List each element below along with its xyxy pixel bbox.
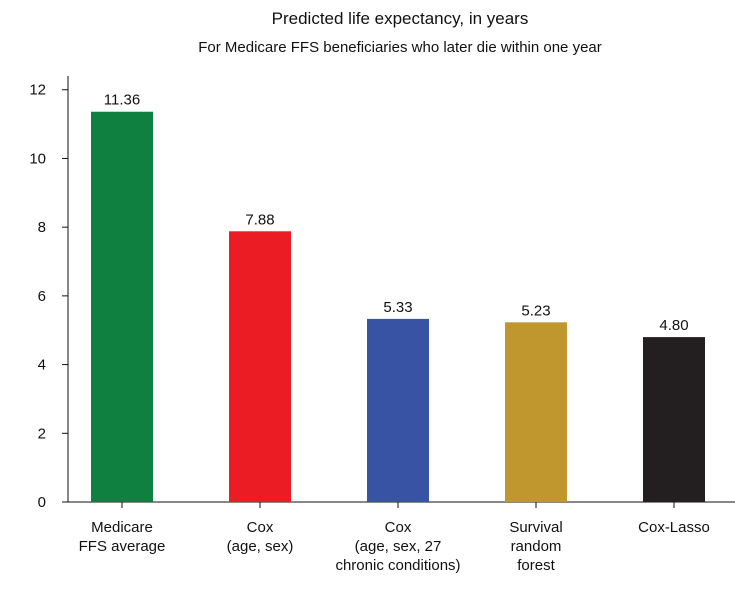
bar [367,318,429,502]
value-label: 5.33 [383,299,412,316]
bar [505,322,567,502]
value-label: 5.23 [521,302,550,319]
value-label: 7.88 [245,211,274,228]
x-tick-label: Cox (age, sex, 27 chronic conditions) [335,519,460,574]
y-tick-label: 2 [38,425,46,442]
y-tick-label: 0 [38,494,46,511]
x-tick-label: Cox (age, sex) [227,519,294,555]
x-tick-label: Survival random forest [509,519,562,574]
chart-title: Predicted life expectancy, in years [272,9,529,28]
x-tick-label: Medicare FFS average [79,519,166,555]
bar [229,231,291,502]
x-tick-label: Cox-Lasso [638,519,710,536]
y-tick-label: 8 [38,219,46,236]
value-label: 11.36 [104,92,140,109]
bar [643,337,705,502]
y-tick-label: 10 [29,150,46,167]
y-tick-label: 6 [38,288,46,305]
value-label: 4.80 [659,317,688,334]
y-tick-label: 4 [38,357,46,374]
y-tick-label: 12 [29,82,46,99]
bar [91,111,153,502]
chart-subtitle: For Medicare FFS beneficiaries who later… [198,39,602,56]
